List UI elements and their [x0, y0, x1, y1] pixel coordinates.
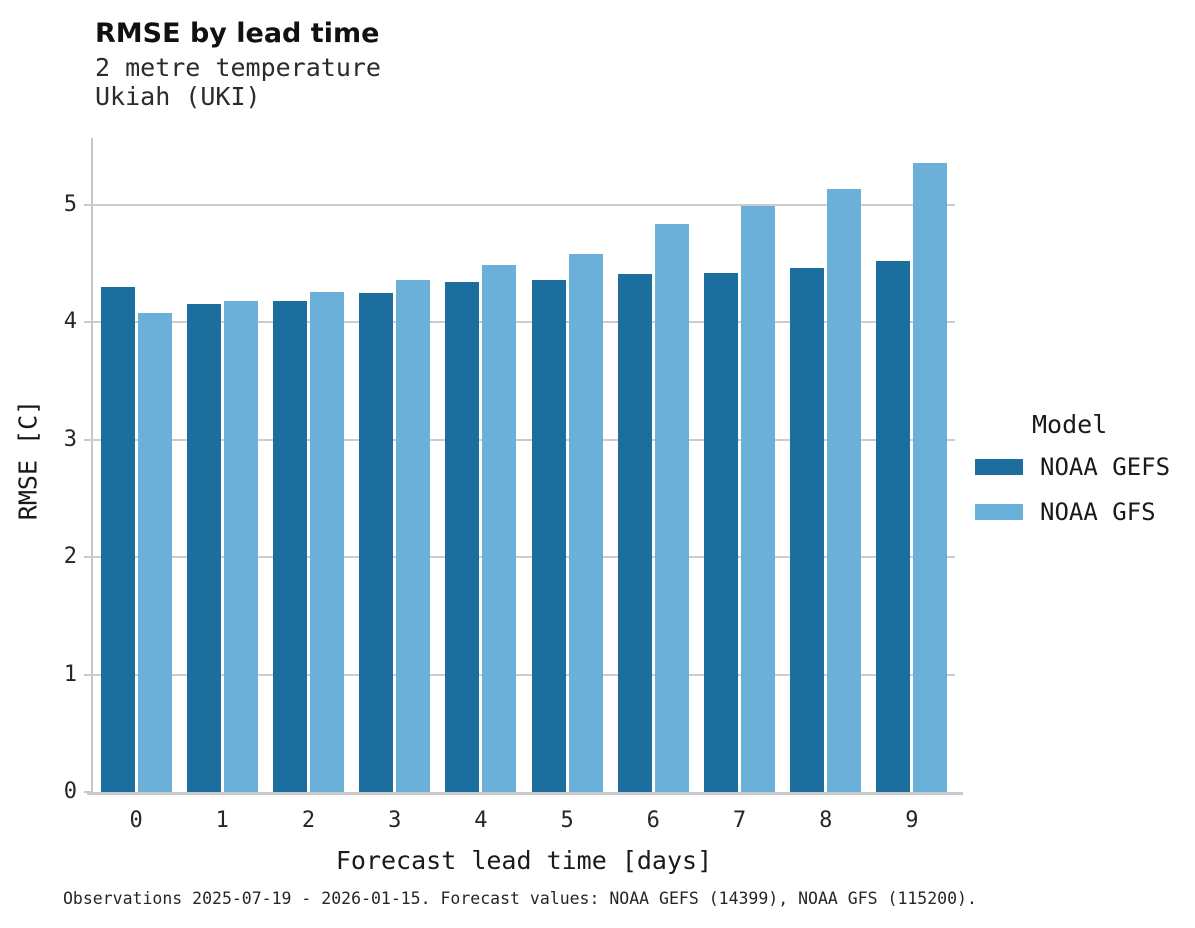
bar-noaa-gefs-lead-6 [617, 274, 652, 792]
bar-group-lead-0 [93, 138, 179, 792]
x-axis-spine [87, 792, 963, 795]
legend-item: NOAA GEFS [975, 453, 1190, 481]
legend-item: NOAA GFS [975, 498, 1190, 526]
bar-noaa-gfs-lead-7 [740, 206, 775, 792]
x-tick-label-0: 0 [129, 808, 143, 833]
x-tick-label-2: 2 [301, 808, 316, 833]
y-axis-title: RMSE [C] [13, 399, 43, 521]
legend-title: Model [1032, 410, 1108, 439]
bar-noaa-gefs-lead-4 [445, 282, 480, 792]
bar-noaa-gfs-lead-4 [482, 264, 517, 792]
bar-noaa-gfs-lead-2 [309, 291, 344, 792]
x-tick-label-8: 8 [819, 808, 833, 833]
x-tick-label-9: 9 [905, 808, 919, 833]
bar-noaa-gfs-lead-3 [396, 280, 431, 792]
legend-swatch-noaa-gfs [975, 504, 1023, 520]
x-tick-label-5: 5 [560, 808, 574, 833]
y-tick-label: 3 [63, 426, 77, 452]
bar-group-lead-6 [610, 138, 696, 792]
bar-noaa-gfs-lead-1 [223, 301, 258, 792]
y-tick-label: 2 [63, 544, 77, 570]
y-tick-label: 1 [63, 661, 77, 687]
x-tick-label-7: 7 [732, 808, 747, 833]
bar-noaa-gefs-lead-9 [876, 261, 911, 792]
bar-group-lead-4 [438, 138, 524, 792]
x-axis-title: Forecast lead time [days] [335, 846, 713, 875]
bar-noaa-gefs-lead-1 [186, 303, 221, 792]
bar-noaa-gefs-lead-8 [790, 268, 825, 792]
y-tick-label: 4 [63, 309, 77, 335]
bar-group-lead-8 [783, 138, 869, 792]
y-axis-spine [91, 138, 93, 792]
x-tick-label-6: 6 [646, 808, 660, 833]
bar-group-lead-5 [524, 138, 610, 792]
bar-noaa-gfs-lead-8 [827, 188, 862, 792]
chart-title: RMSE by lead time [95, 18, 380, 49]
legend-swatch-noaa-gefs [975, 459, 1023, 475]
gridline-y-5 [93, 203, 955, 206]
gridline-y-1 [93, 673, 955, 676]
bar-noaa-gefs-lead-7 [703, 273, 738, 792]
x-tick-label-4: 4 [474, 808, 488, 833]
bar-noaa-gfs-lead-9 [913, 162, 948, 792]
y-tick-label: 0 [63, 779, 77, 804]
chart-subtitle-variable: 2 metre temperature [95, 53, 381, 82]
bar-noaa-gfs-lead-5 [568, 254, 603, 792]
chart-subtitle-station: Ukiah (UKI) [95, 82, 261, 111]
bar-group-lead-1 [179, 138, 265, 792]
y-tick-mark [84, 321, 93, 324]
bar-noaa-gefs-lead-0 [100, 287, 135, 792]
gridline-y-2 [93, 556, 955, 559]
caption: Observations 2025-07-19 - 2026-01-15. Fo… [63, 889, 977, 908]
legend-label: NOAA GEFS [1040, 453, 1171, 481]
bar-group-lead-3 [352, 138, 438, 792]
x-tick-label-3: 3 [388, 808, 402, 833]
plot-area: 0 1 2 3 4 5 0 1 2 3 4 5 6 7 8 9 [64, 138, 963, 832]
y-tick-mark [84, 556, 93, 559]
y-tick-mark [84, 438, 93, 441]
bar-noaa-gfs-lead-6 [654, 223, 689, 792]
y-tick-mark [84, 203, 93, 206]
bar-noaa-gefs-lead-2 [272, 301, 307, 792]
bar-group-lead-2 [265, 138, 351, 792]
bar-group-lead-9 [869, 138, 955, 792]
y-tick-label: 5 [63, 191, 77, 217]
y-tick-mark [84, 673, 93, 676]
legend: Model NOAA GEFS NOAA GFS [975, 410, 1190, 543]
bar-noaa-gfs-lead-0 [137, 312, 172, 792]
bar-noaa-gefs-lead-5 [531, 280, 566, 792]
bar-noaa-gefs-lead-3 [359, 293, 394, 792]
legend-label: NOAA GFS [1040, 498, 1156, 526]
bar-group-lead-7 [696, 138, 782, 792]
x-tick-label-1: 1 [215, 808, 229, 833]
gridline-y-3 [93, 438, 955, 441]
gridline-y-4 [93, 321, 955, 324]
y-tick-mark [84, 791, 93, 793]
